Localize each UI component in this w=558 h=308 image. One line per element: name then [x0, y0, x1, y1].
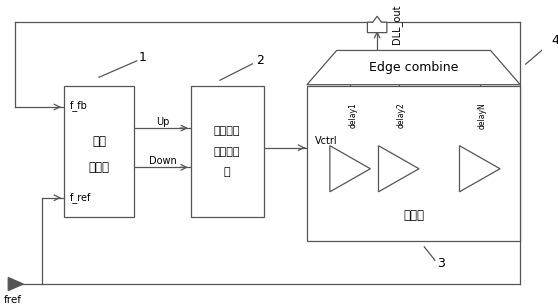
- Bar: [191, 86, 264, 217]
- Text: Edge combine: Edge combine: [369, 61, 458, 74]
- Text: Up: Up: [156, 116, 169, 127]
- Text: 2: 2: [257, 55, 264, 67]
- Polygon shape: [330, 146, 371, 192]
- Text: 鉴相: 鉴相: [92, 135, 106, 148]
- Text: 延迟链: 延迟链: [403, 209, 424, 222]
- Text: Vctrl: Vctrl: [315, 136, 337, 146]
- Text: DLL_out: DLL_out: [391, 5, 402, 44]
- Text: 器: 器: [224, 168, 230, 177]
- Polygon shape: [307, 51, 520, 85]
- Text: 1: 1: [138, 51, 146, 64]
- Text: fref: fref: [3, 295, 22, 306]
- Text: delay1: delay1: [348, 102, 357, 128]
- Text: 4: 4: [551, 34, 558, 47]
- Text: 环路滤波: 环路滤波: [214, 147, 240, 157]
- Text: 鉴频器: 鉴频器: [89, 161, 109, 175]
- Text: delayN: delayN: [478, 102, 487, 128]
- Polygon shape: [378, 146, 419, 192]
- Bar: [64, 86, 134, 217]
- Text: 3: 3: [437, 257, 445, 270]
- Text: f_fb: f_fb: [70, 100, 88, 111]
- Polygon shape: [8, 278, 23, 290]
- Text: 电荷泵及: 电荷泵及: [214, 126, 240, 136]
- Text: f_ref: f_ref: [70, 192, 92, 203]
- Text: Down: Down: [148, 156, 176, 166]
- Bar: [307, 86, 520, 241]
- Text: delay2: delay2: [397, 102, 406, 128]
- Polygon shape: [367, 16, 387, 33]
- Polygon shape: [459, 146, 500, 192]
